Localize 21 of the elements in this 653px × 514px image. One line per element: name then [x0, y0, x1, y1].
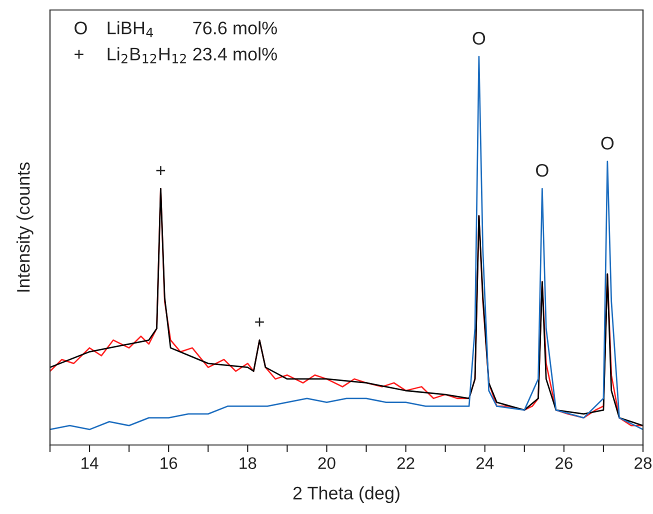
text: LiBH$_{4}$	[108, 21, 153, 38]
x-tick-label: 26	[556, 457, 572, 470]
x-axis-title: 2 Theta (deg)	[293, 486, 400, 504]
annotation: +	[255, 318, 264, 326]
annotation: +	[156, 166, 166, 175]
annotation: +	[74, 50, 84, 59]
annotation: O	[472, 32, 486, 45]
x-tick-label: 22	[397, 457, 414, 469]
annotation: 23.4 mol%	[193, 47, 277, 61]
annotation: O	[536, 164, 548, 177]
text: 76.6 mol%	[193, 21, 277, 34]
annotation: Li$_{2}$B$_{12}$H$_{12}$	[108, 47, 186, 64]
x-tick-label: 24	[476, 457, 494, 469]
x-tick-label: 14	[82, 457, 98, 469]
annotation: O	[601, 136, 614, 150]
x-tick-label: 18	[240, 457, 256, 470]
x-tick-label: 20	[318, 457, 336, 470]
x-tick-label: 28	[634, 457, 652, 470]
y-axis-title: Intensity (counts	[16, 162, 34, 292]
x-tick-label: 16	[160, 457, 178, 470]
text: O	[74, 22, 87, 34]
